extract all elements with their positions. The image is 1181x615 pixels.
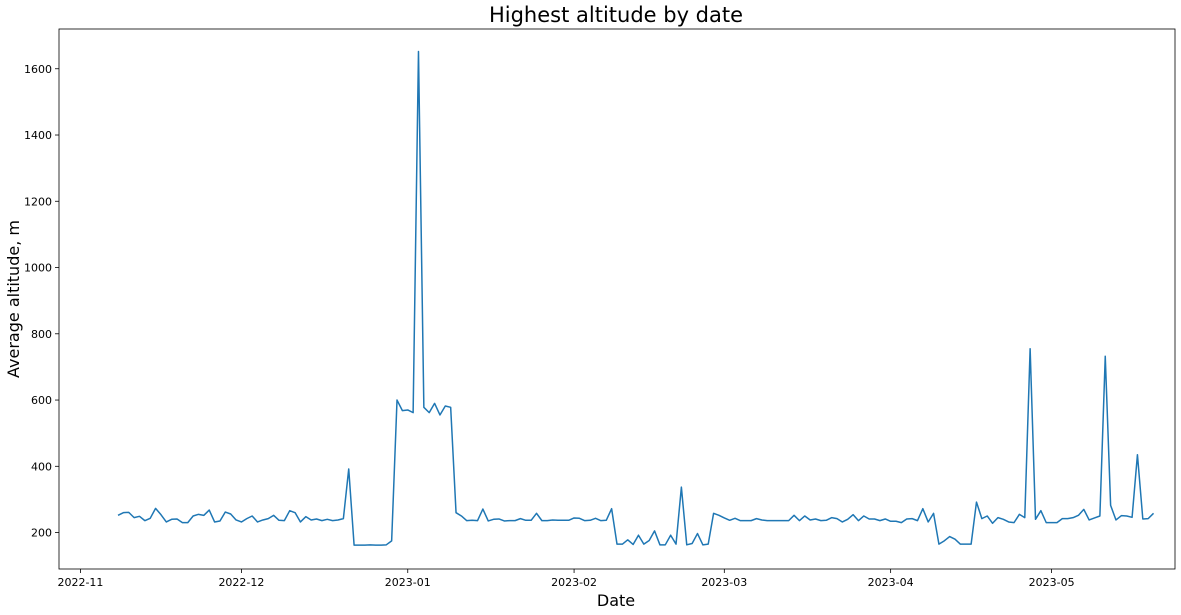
plot-frame xyxy=(58,28,1176,570)
y-tick-label: 1400 xyxy=(24,129,52,142)
y-tick-label: 600 xyxy=(31,394,52,407)
plot-area: 2022-11 2022-12 2023-01 2023-02 2023-03 2023-… xyxy=(24,28,1176,589)
x-tick-label: 2023-02 xyxy=(551,576,597,589)
y-tick-label: 1000 xyxy=(24,262,52,275)
x-tick-label: 2022-11 xyxy=(57,576,103,589)
x-tick-label: 2023-05 xyxy=(1029,576,1075,589)
y-tick-label: 800 xyxy=(31,328,52,341)
y-tick-label: 1600 xyxy=(24,63,52,76)
x-axis-label: Date xyxy=(597,591,635,610)
y-axis-ticks: 200 400 600 800 1000 1200 1400 1600 xyxy=(24,63,59,540)
x-tick-label: 2022-12 xyxy=(218,576,264,589)
x-tick-label: 2023-01 xyxy=(385,576,431,589)
x-tick-label: 2023-04 xyxy=(868,576,914,589)
series-line xyxy=(117,50,1155,546)
y-axis-label: Average altitude, m xyxy=(4,220,23,378)
x-tick-label: 2023-03 xyxy=(701,576,747,589)
y-tick-label: 400 xyxy=(31,460,52,473)
y-tick-label: 200 xyxy=(31,527,52,540)
chart-title: Highest altitude by date xyxy=(489,3,743,27)
x-axis-ticks: 2022-11 2022-12 2023-01 2023-02 2023-03 2023-… xyxy=(57,569,1075,589)
y-tick-label: 1200 xyxy=(24,195,52,208)
